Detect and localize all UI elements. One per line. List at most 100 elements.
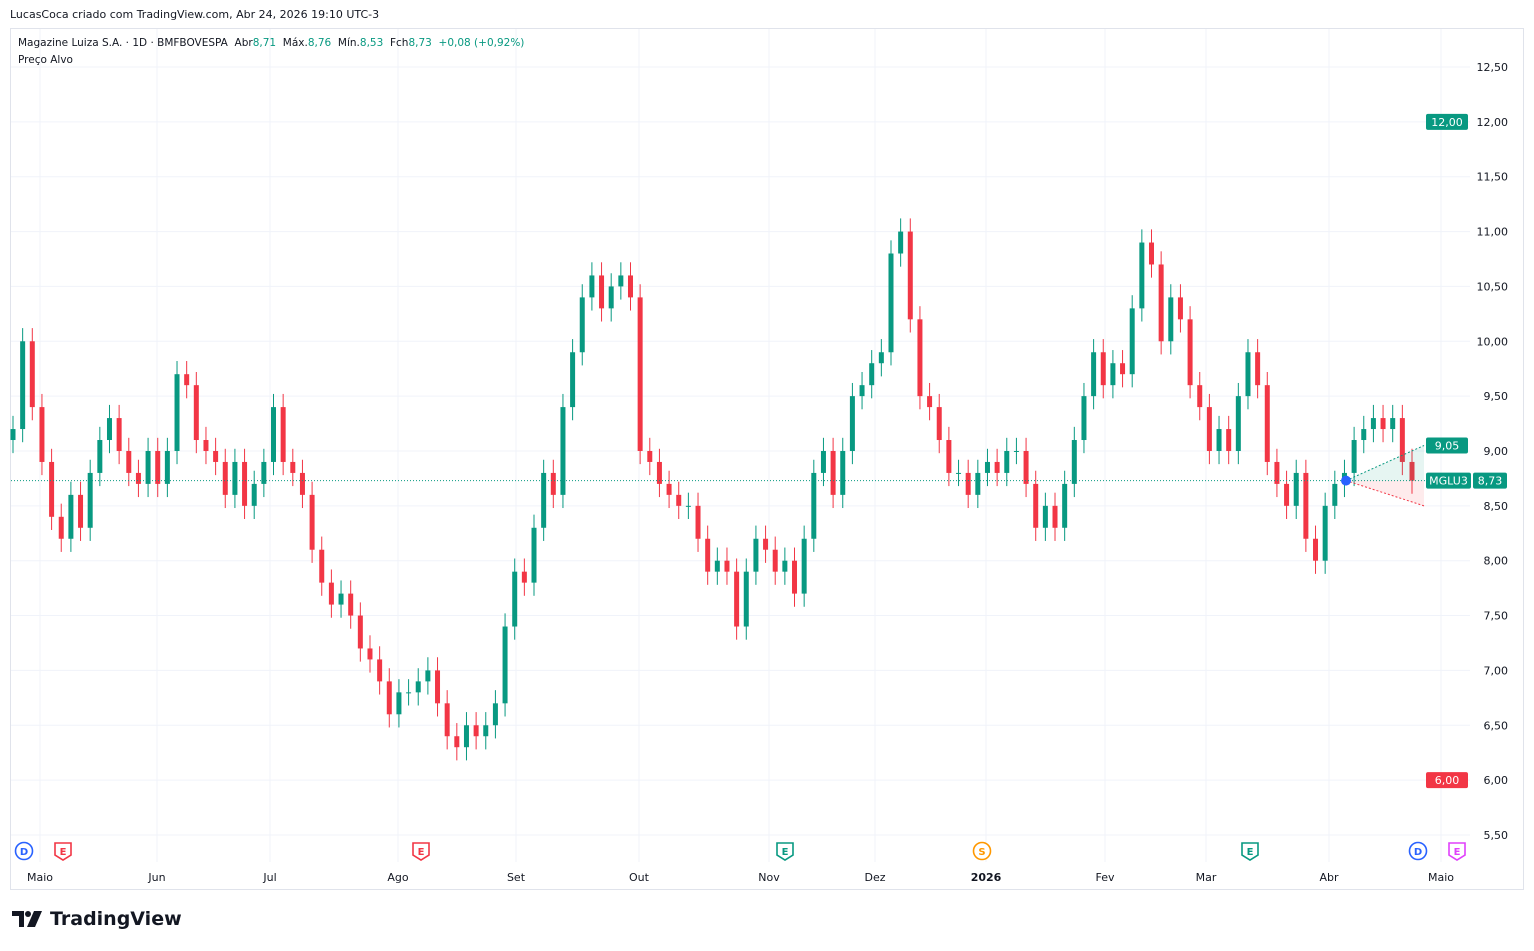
candle-body	[956, 472, 962, 474]
candle-body	[859, 385, 865, 397]
candle-body	[560, 407, 566, 495]
candle-body	[541, 472, 547, 528]
candle-body	[1216, 429, 1222, 451]
candle-body	[184, 374, 190, 386]
x-tick-label: Abr	[1319, 871, 1339, 884]
event-marker-letter: E	[1454, 847, 1461, 858]
event-marker-letter: D	[1414, 847, 1422, 858]
candle-body	[1110, 363, 1116, 386]
candle-body	[1226, 429, 1232, 451]
candle-body	[869, 363, 875, 386]
candle-body	[608, 286, 614, 309]
event-earnings-icon	[776, 842, 794, 861]
candle-body	[512, 571, 518, 627]
candle-body	[454, 736, 460, 748]
candle-body	[1380, 418, 1386, 430]
candle-body	[984, 461, 990, 473]
candle-body	[946, 440, 952, 473]
candle-body	[29, 341, 35, 408]
candle-body	[377, 659, 383, 682]
candle-body	[1081, 396, 1087, 441]
candle-body	[801, 538, 807, 594]
candle-body	[917, 319, 923, 397]
candle-body	[1361, 429, 1367, 441]
candle-body	[1013, 450, 1019, 452]
candle-body	[58, 516, 64, 539]
candle-body	[290, 461, 296, 473]
event-marker-letter: E	[782, 847, 789, 858]
candle-body	[348, 593, 354, 616]
candle-body	[145, 450, 151, 484]
candle-body	[425, 670, 431, 682]
candle-body	[1023, 450, 1029, 484]
candle-body	[1100, 352, 1106, 386]
candle-body	[1370, 418, 1376, 430]
candle-body	[49, 461, 55, 517]
candle-body	[1322, 505, 1328, 561]
x-tick-label: Fev	[1095, 871, 1114, 884]
candle-body	[1139, 242, 1145, 309]
x-tick-label: Dez	[864, 871, 885, 884]
indicator-label[interactable]: Preço Alvo	[18, 54, 73, 66]
last-price-label-bg	[1473, 472, 1507, 489]
candle-body	[1409, 461, 1415, 481]
ticker-label: MGLU3	[1429, 475, 1468, 488]
x-tick-label: Jul	[262, 871, 276, 884]
candle-body	[357, 615, 363, 649]
high-value: 8,76	[307, 37, 332, 49]
candle-body	[135, 472, 141, 484]
symbol-legend: Magazine Luiza S.A. · 1D · BMFBOVESPA Ab…	[18, 35, 524, 69]
candle-body	[1071, 440, 1077, 484]
candle-body	[242, 461, 248, 506]
candle-body	[78, 494, 84, 528]
y-tick-label: 11,50	[1477, 171, 1509, 184]
candle-body	[1293, 472, 1299, 506]
candle-body	[685, 505, 691, 507]
event-earnings-icon	[1448, 842, 1466, 861]
candle-body	[483, 725, 489, 737]
y-tick-label: 7,00	[1484, 664, 1509, 677]
candle-body	[492, 703, 498, 726]
tradingview-logo[interactable]: TradingView	[12, 908, 182, 930]
candle-body	[695, 505, 701, 539]
candle-body	[444, 703, 450, 737]
candle-body	[222, 461, 228, 495]
y-tick-label: 12,00	[1477, 116, 1509, 129]
candle-body	[10, 429, 16, 441]
candle-body	[1129, 308, 1135, 375]
candle-body	[840, 450, 846, 495]
y-tick-label: 8,50	[1484, 500, 1509, 513]
candle-body	[531, 527, 537, 583]
y-tick-label: 5,50	[1484, 829, 1509, 842]
candle-body	[164, 450, 170, 484]
candle-body	[396, 692, 402, 715]
chart-frame	[10, 28, 1524, 890]
chart-credit: LucasCoca criado com TradingView.com, Ab…	[10, 8, 380, 21]
y-tick-label: 6,00	[1484, 774, 1509, 787]
candle-body	[251, 483, 257, 506]
target-low-line	[1345, 480, 1425, 507]
candle-body	[772, 549, 778, 572]
low-label: Mín.	[337, 37, 360, 49]
y-tick-label: 12,50	[1477, 61, 1509, 74]
ticker-label-bg	[1426, 472, 1471, 489]
candle-body	[1177, 297, 1183, 320]
candle-body	[743, 571, 749, 627]
x-tick-label: Out	[629, 871, 650, 884]
candle-body	[637, 297, 643, 451]
candle-body	[975, 472, 981, 495]
candle-body	[1120, 363, 1126, 375]
candle-body	[898, 231, 904, 254]
y-tick-label: 11,00	[1477, 226, 1509, 239]
x-tick-label: Mar	[1196, 871, 1217, 884]
candle-body	[1351, 440, 1357, 473]
candle-body	[1313, 538, 1319, 561]
last-price-label: 8,73	[1478, 475, 1503, 488]
symbol-title[interactable]: Magazine Luiza S.A. · 1D · BMFBOVESPA	[18, 37, 228, 49]
candle-body	[782, 560, 788, 572]
candle-body	[820, 450, 826, 473]
candle-body	[647, 450, 653, 462]
low-value: 8,53	[359, 37, 384, 49]
candle-body	[155, 450, 161, 484]
